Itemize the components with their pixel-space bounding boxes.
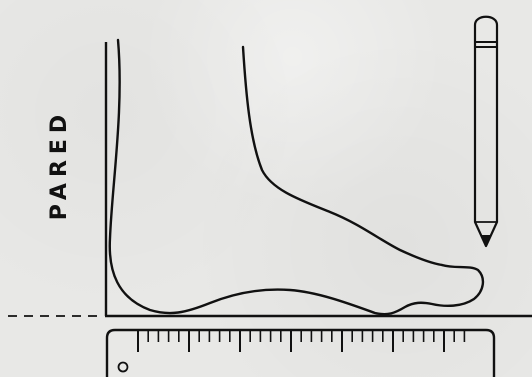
ruler-ticks xyxy=(137,330,466,352)
foot-outline-icon xyxy=(108,38,485,316)
pencil-lead xyxy=(481,235,491,246)
foot-heel-and-sole xyxy=(108,38,485,316)
foot-top-and-toes xyxy=(241,45,444,267)
pencil-body xyxy=(473,15,499,248)
pencil-icon xyxy=(473,15,499,248)
ruler-icon xyxy=(105,328,496,377)
ruler-hole xyxy=(117,361,129,373)
